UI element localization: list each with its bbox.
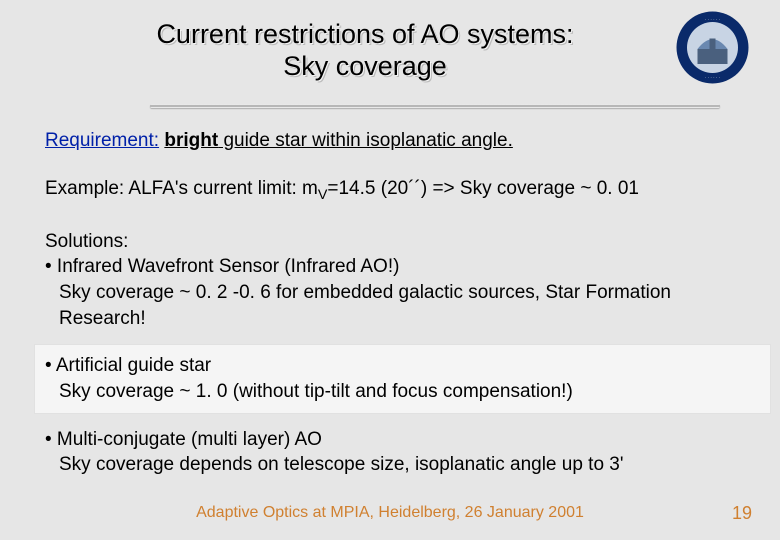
solution-1-line2: Sky coverage ~ 0. 2 -0. 6 for embedded g… — [45, 280, 745, 306]
requirement-bold: bright — [164, 130, 218, 151]
requirement-label: Requirement: — [45, 130, 159, 151]
title-divider — [150, 104, 720, 110]
solution-2-bullet: • Artificial guide star — [45, 353, 770, 379]
content-area: Requirement: bright guide star within is… — [45, 128, 745, 488]
footer-text: Adaptive Optics at MPIA, Heidelberg, 26 … — [0, 504, 780, 522]
requirement-rest: guide star within isoplanatic angle. — [218, 130, 513, 151]
slide-title-line1: Current restrictions of AO systems: — [95, 18, 635, 50]
slide: Current restrictions of AO systems: Sky … — [0, 0, 780, 540]
title-block: Current restrictions of AO systems: Sky … — [95, 18, 635, 83]
page-number: 19 — [732, 503, 752, 524]
example-after: =14.5 (20´´) => Sky coverage ~ 0. 01 — [327, 178, 639, 199]
solution-3-bullet: • Multi-conjugate (multi layer) AO — [45, 427, 745, 453]
svg-text:· · · · · ·: · · · · · · — [705, 75, 720, 80]
svg-text:· · · · · ·: · · · · · · — [705, 17, 720, 22]
solutions-heading: Solutions: — [45, 229, 745, 255]
example-prefix: Example: ALFA's current limit: m — [45, 178, 318, 199]
solution-1-line3: Research! — [45, 306, 745, 332]
solution-2-highlight: • Artificial guide star Sky coverage ~ 1… — [35, 345, 770, 412]
solution-3-line2: Sky coverage depends on telescope size, … — [45, 452, 745, 478]
solutions-block: Solutions: • Infrared Wavefront Sensor (… — [45, 229, 745, 332]
example-subscript: V — [318, 186, 328, 202]
solution-3-block: • Multi-conjugate (multi layer) AO Sky c… — [45, 427, 745, 478]
requirement-line: Requirement: bright guide star within is… — [45, 128, 745, 154]
slide-title-line2: Sky coverage — [95, 50, 635, 82]
solution-2-line2: Sky coverage ~ 1. 0 (without tip-tilt an… — [45, 379, 770, 405]
solution-1-bullet: • Infrared Wavefront Sensor (Infrared AO… — [45, 254, 745, 280]
institute-logo: · · · · · · · · · · · · — [675, 10, 750, 85]
example-line: Example: ALFA's current limit: mV=14.5 (… — [45, 176, 745, 205]
